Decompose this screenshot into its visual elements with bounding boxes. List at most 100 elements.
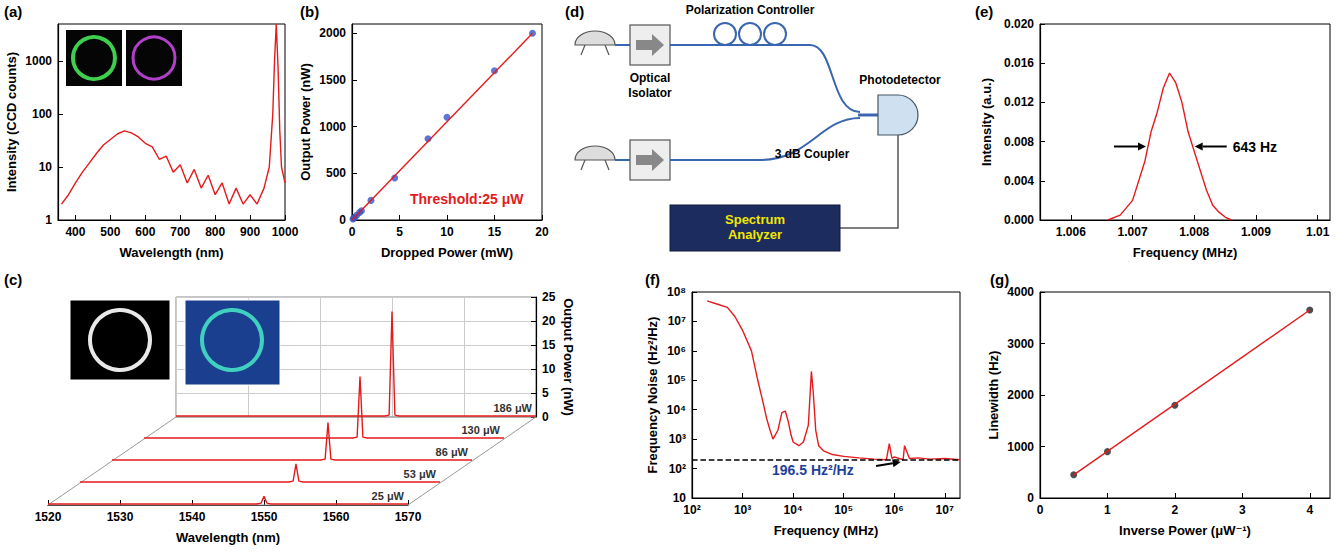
svg-text:OpticalIsolator: OpticalIsolator xyxy=(628,71,672,100)
svg-text:1: 1 xyxy=(1104,503,1111,517)
svg-text:25: 25 xyxy=(542,290,556,304)
svg-text:Polarization Controller: Polarization Controller xyxy=(686,3,815,17)
svg-text:643 Hz: 643 Hz xyxy=(1233,139,1277,155)
svg-text:0.008: 0.008 xyxy=(1004,135,1034,149)
svg-text:1520: 1520 xyxy=(35,510,62,524)
svg-text:Dropped Power (mW): Dropped Power (mW) xyxy=(381,245,513,260)
svg-text:10²: 10² xyxy=(683,503,700,517)
svg-text:1550: 1550 xyxy=(251,510,278,524)
svg-text:1.01: 1.01 xyxy=(1306,225,1330,239)
svg-text:1: 1 xyxy=(45,213,52,227)
svg-text:10⁵: 10⁵ xyxy=(834,503,853,517)
svg-text:Frequency (MHz): Frequency (MHz) xyxy=(1133,245,1238,260)
svg-text:1530: 1530 xyxy=(107,510,134,524)
svg-text:186 μW: 186 μW xyxy=(493,402,532,414)
svg-text:500: 500 xyxy=(326,166,346,180)
svg-text:Intensity (CCD counts): Intensity (CCD counts) xyxy=(4,52,19,192)
svg-text:1000: 1000 xyxy=(1007,440,1034,454)
svg-text:4000: 4000 xyxy=(1007,285,1034,299)
svg-text:5: 5 xyxy=(396,225,403,239)
svg-text:600: 600 xyxy=(135,225,155,239)
svg-text:0.000: 0.000 xyxy=(1004,213,1034,227)
svg-text:10: 10 xyxy=(440,225,454,239)
svg-text:500: 500 xyxy=(100,225,120,239)
svg-text:(b): (b) xyxy=(300,3,319,20)
svg-text:100: 100 xyxy=(32,107,52,121)
svg-text:10⁶: 10⁶ xyxy=(667,344,686,358)
svg-text:1.006: 1.006 xyxy=(1056,225,1086,239)
svg-text:Output Power (nW): Output Power (nW) xyxy=(298,63,313,181)
svg-text:Intensity (a.u.): Intensity (a.u.) xyxy=(979,78,994,166)
svg-text:(f): (f) xyxy=(645,271,660,288)
svg-text:20: 20 xyxy=(535,225,549,239)
svg-text:1000: 1000 xyxy=(272,225,299,239)
svg-text:10⁶: 10⁶ xyxy=(885,503,904,517)
svg-text:53 μW: 53 μW xyxy=(404,468,437,480)
svg-text:(a): (a) xyxy=(4,3,22,20)
svg-text:1000: 1000 xyxy=(25,54,52,68)
svg-text:4: 4 xyxy=(1306,503,1313,517)
svg-text:0: 0 xyxy=(1037,503,1044,517)
svg-text:1.007: 1.007 xyxy=(1118,225,1148,239)
svg-text:10³: 10³ xyxy=(734,503,751,517)
svg-text:3: 3 xyxy=(1239,503,1246,517)
svg-text:10⁴: 10⁴ xyxy=(667,403,686,417)
svg-text:(e): (e) xyxy=(975,3,993,20)
svg-text:10⁸: 10⁸ xyxy=(667,285,686,299)
svg-text:196.5 Hz²/Hz: 196.5 Hz²/Hz xyxy=(772,462,854,478)
svg-text:130 μW: 130 μW xyxy=(461,424,500,436)
svg-text:15: 15 xyxy=(542,338,556,352)
svg-text:0.012: 0.012 xyxy=(1004,95,1034,109)
svg-text:1500: 1500 xyxy=(319,73,346,87)
svg-text:0.004: 0.004 xyxy=(1004,174,1034,188)
svg-text:(d): (d) xyxy=(565,3,584,20)
svg-text:1540: 1540 xyxy=(179,510,206,524)
svg-text:Wavelength (nm): Wavelength (nm) xyxy=(119,245,223,260)
svg-text:10: 10 xyxy=(672,491,686,505)
svg-text:10⁵: 10⁵ xyxy=(667,373,686,387)
svg-text:10⁷: 10⁷ xyxy=(668,314,686,328)
svg-text:10³: 10³ xyxy=(669,432,686,446)
svg-text:(c): (c) xyxy=(4,271,22,288)
svg-text:3 dB Coupler: 3 dB Coupler xyxy=(775,147,850,161)
svg-text:2: 2 xyxy=(1172,503,1179,517)
svg-text:0: 0 xyxy=(349,225,356,239)
svg-text:1.008: 1.008 xyxy=(1179,225,1209,239)
svg-text:2000: 2000 xyxy=(319,26,346,40)
svg-text:700: 700 xyxy=(170,225,190,239)
svg-text:Photodetector: Photodetector xyxy=(859,73,941,87)
svg-text:0.020: 0.020 xyxy=(1004,17,1034,31)
svg-text:Linewidth (Hz): Linewidth (Hz) xyxy=(986,351,1001,440)
svg-text:10: 10 xyxy=(542,362,556,376)
svg-text:Threshold:25 μW: Threshold:25 μW xyxy=(410,191,524,207)
svg-text:15: 15 xyxy=(488,225,502,239)
svg-text:0: 0 xyxy=(339,213,346,227)
svg-text:0: 0 xyxy=(1027,491,1034,505)
svg-text:3000: 3000 xyxy=(1007,337,1034,351)
svg-text:900: 900 xyxy=(240,225,260,239)
svg-text:Wavelength (nm): Wavelength (nm) xyxy=(176,530,280,545)
svg-text:Frequency (MHz): Frequency (MHz) xyxy=(774,523,879,538)
svg-text:20: 20 xyxy=(542,314,556,328)
svg-text:1.009: 1.009 xyxy=(1241,225,1271,239)
svg-text:1560: 1560 xyxy=(323,510,350,524)
svg-text:Output Power (nW): Output Power (nW) xyxy=(561,298,576,416)
svg-text:800: 800 xyxy=(205,225,225,239)
svg-text:SpectrumAnalyzer: SpectrumAnalyzer xyxy=(725,212,785,242)
svg-text:0: 0 xyxy=(542,410,549,424)
svg-text:2000: 2000 xyxy=(1007,388,1034,402)
svg-text:1000: 1000 xyxy=(319,120,346,134)
svg-text:Inverse Power (μW⁻¹): Inverse Power (μW⁻¹) xyxy=(1119,523,1251,538)
svg-text:1570: 1570 xyxy=(395,510,422,524)
svg-text:10²: 10² xyxy=(669,462,686,476)
svg-text:86 μW: 86 μW xyxy=(436,446,469,458)
svg-text:10: 10 xyxy=(39,160,53,174)
svg-text:Frequency Noise (Hz²/Hz): Frequency Noise (Hz²/Hz) xyxy=(645,317,660,474)
svg-text:0.016: 0.016 xyxy=(1004,56,1034,70)
svg-text:25 μW: 25 μW xyxy=(372,490,405,502)
svg-text:10⁷: 10⁷ xyxy=(936,503,954,517)
svg-text:400: 400 xyxy=(65,225,85,239)
svg-text:5: 5 xyxy=(542,386,549,400)
svg-text:10⁴: 10⁴ xyxy=(783,503,802,517)
svg-text:(g): (g) xyxy=(990,271,1009,288)
